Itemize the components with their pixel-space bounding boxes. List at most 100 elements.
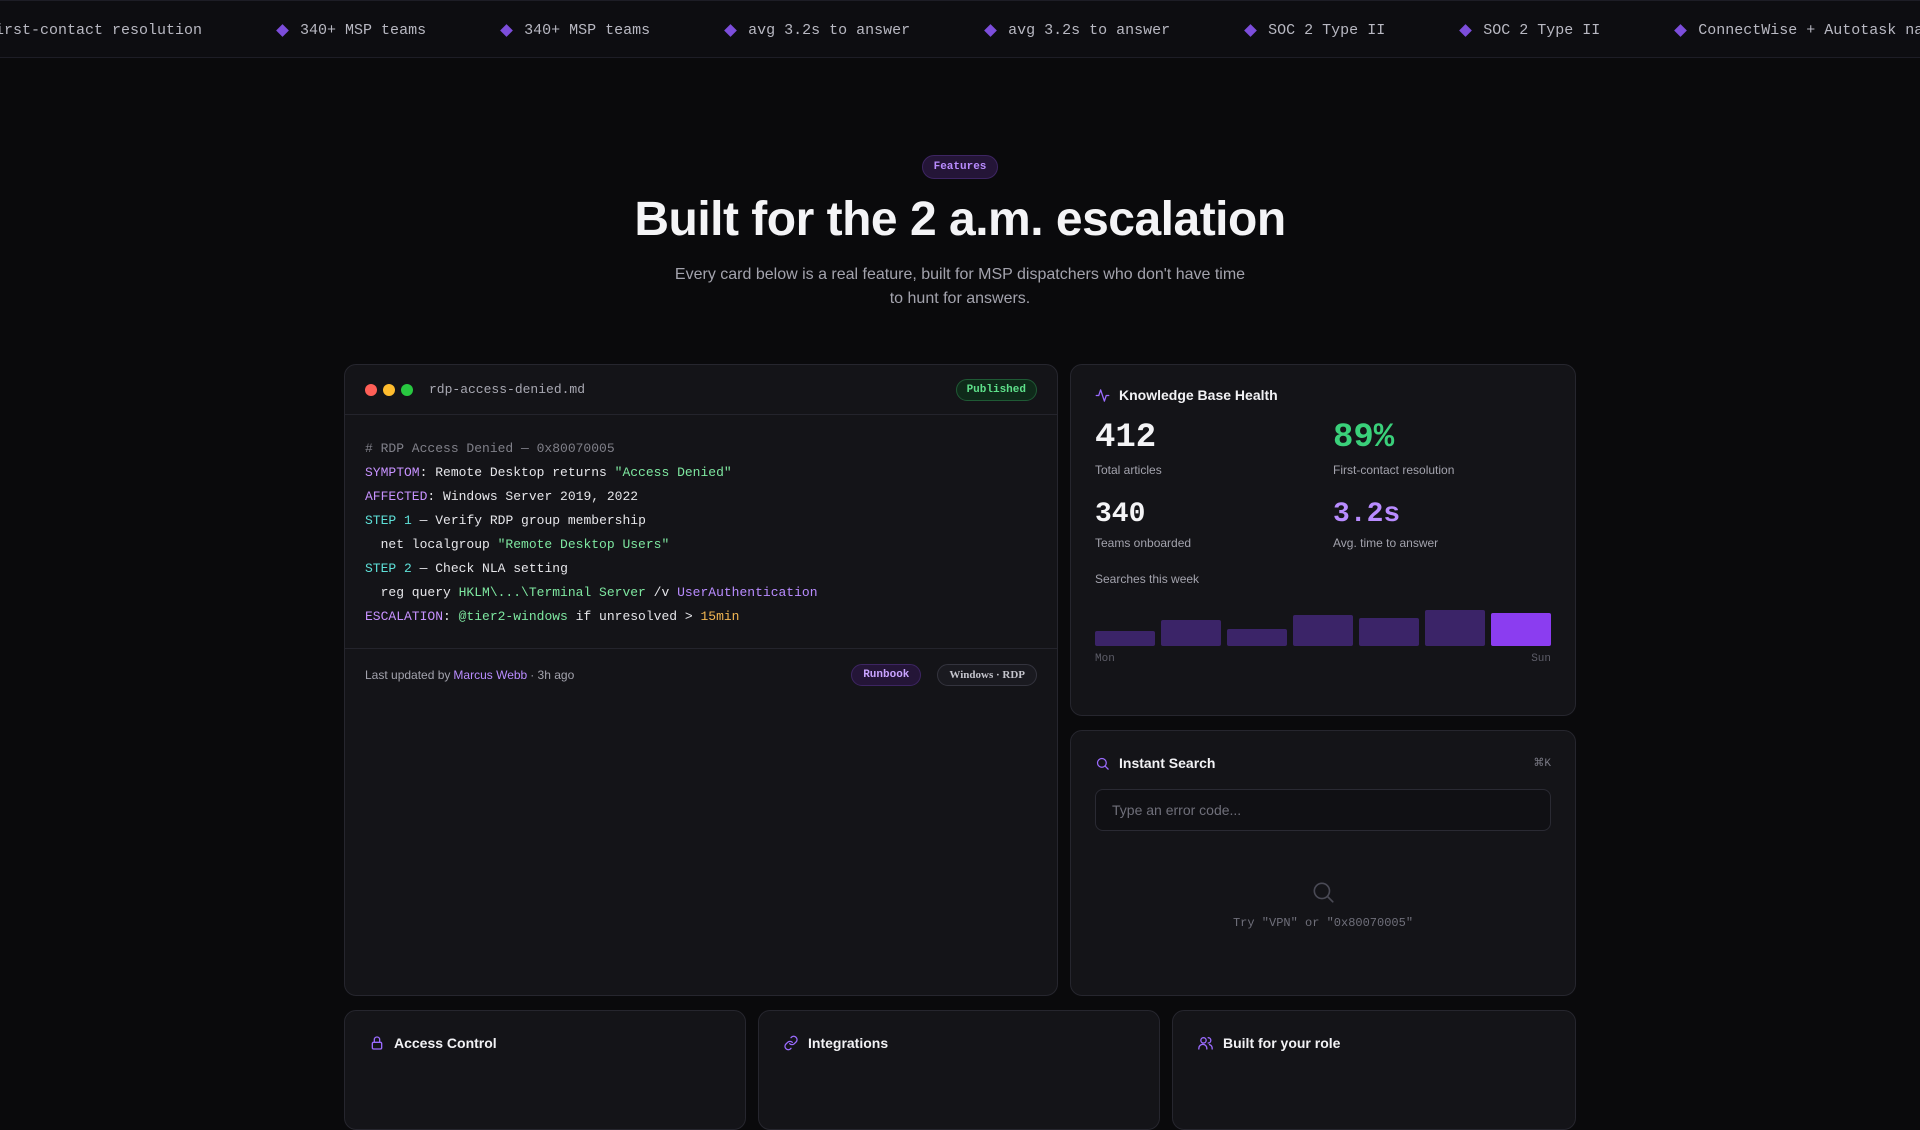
search-volume-bar	[1293, 615, 1353, 646]
code-line: ESCALATION: @tier2-windows if unresolved…	[365, 605, 1037, 629]
author-link[interactable]: Marcus Webb	[453, 668, 528, 682]
diamond-icon	[724, 23, 737, 37]
page-title: Built for the 2 a.m. escalation	[634, 193, 1286, 246]
error-code-search-input[interactable]	[1095, 789, 1551, 831]
diamond-icon	[276, 23, 289, 37]
editor-header: rdp-access-denied.md Published	[345, 365, 1057, 415]
code-number: 1	[404, 513, 412, 528]
features-badge: Features	[921, 155, 999, 179]
windows-rdp-tag[interactable]: Windows · RDP	[937, 664, 1037, 686]
code-keyword: STEP	[365, 561, 397, 576]
kb-health-card: Knowledge Base Health 412 Total articles…	[1070, 364, 1576, 716]
access-control-title: Access Control	[369, 1035, 721, 1051]
search-icon	[1313, 882, 1334, 903]
code-string: HKLM\...\Terminal Server	[458, 585, 646, 600]
runbook-tag[interactable]: Runbook	[851, 664, 922, 686]
code-keyword: ESCALATION	[365, 609, 444, 624]
ticker-item-label: ConnectWise + Autotask native	[1698, 21, 1920, 39]
role-card: Built for your role	[1172, 1010, 1576, 1130]
axis-start-label: Mon	[1095, 653, 1115, 665]
ticker-item-label: SOC 2 Type II	[1483, 21, 1601, 39]
search-volume-bar	[1095, 631, 1155, 646]
ticker-item-label: First-contact resolution	[0, 21, 203, 39]
code-string: @tier2-windows	[458, 609, 568, 624]
code-line: STEP 2 — Check NLA setting	[365, 557, 1037, 581]
keyboard-shortcut: ⌘K	[1533, 758, 1551, 770]
ticker-item: SOC 2 Type II	[1459, 21, 1601, 39]
diamond-icon	[1244, 23, 1258, 37]
code-keyword: SYMPTOM	[365, 465, 420, 480]
code-text: — Check NLA setting	[411, 561, 568, 576]
search-volume-bar	[1227, 629, 1287, 646]
searches-bar-chart	[1095, 602, 1551, 646]
search-volume-bar	[1425, 610, 1485, 646]
search-volume-bar	[1359, 618, 1419, 646]
kb-health-title: Knowledge Base Health	[1095, 387, 1551, 403]
access-control-title-text: Access Control	[394, 1035, 497, 1051]
kb-health-title-text: Knowledge Base Health	[1119, 387, 1278, 403]
code-line: # RDP Access Denied — 0x80070005	[365, 437, 1037, 461]
runbook-code-block: # RDP Access Denied — 0x80070005 SYMPTOM…	[345, 415, 1057, 649]
integrations-card: Integrations	[758, 1010, 1160, 1130]
role-title: Built for your role	[1197, 1035, 1551, 1051]
maximize-window-dot-icon[interactable]	[401, 383, 413, 396]
integrations-title-text: Integrations	[808, 1035, 889, 1051]
link-icon	[784, 1035, 798, 1051]
search-empty-state: Try "VPN" or "0x80070005"	[1095, 879, 1551, 930]
code-keyword: AFFECTED	[365, 489, 428, 504]
stat-value: 340	[1095, 499, 1146, 530]
code-line: net localgroup "Remote Desktop Users"	[365, 533, 1037, 557]
ticker-item: avg 3.2s to answer	[984, 21, 1171, 39]
stat-label: Total articles	[1095, 463, 1162, 477]
hero-section: Features Built for the 2 a.m. escalation…	[0, 155, 1920, 311]
code-highlight: UserAuthentication	[677, 585, 818, 600]
minimize-window-dot-icon[interactable]	[383, 383, 395, 396]
stat-teams-onboarded: 340 Teams onboarded	[1095, 499, 1333, 550]
last-updated-label: Last updated by	[365, 668, 451, 682]
bar-axis: Mon Sun	[1095, 653, 1551, 665]
ticker-item-label: SOC 2 Type II	[1268, 21, 1386, 39]
diamond-icon	[1674, 23, 1688, 37]
code-line: STEP 1 — Verify RDP group membership	[365, 509, 1037, 533]
instant-search-title-text: Instant Search	[1119, 755, 1216, 771]
ticker-item-label: 340+ MSP teams	[524, 21, 651, 39]
search-hint: Try "VPN" or "0x80070005"	[1232, 916, 1414, 930]
code-text: : Remote Desktop returns	[419, 465, 615, 480]
code-text: — Verify RDP group membership	[411, 513, 646, 528]
updated-time: · 3h ago	[530, 668, 575, 682]
stat-value: 3.2s	[1333, 499, 1401, 530]
search-volume-bar	[1491, 613, 1551, 646]
ticker-item: 340+ MSP teams	[500, 21, 651, 39]
editor-footer: Last updated by Marcus Webb · 3h ago Run…	[345, 649, 1057, 701]
stat-label: Avg. time to answer	[1333, 536, 1439, 550]
stat-label: First-contact resolution	[1333, 463, 1455, 477]
code-string: "Remote Desktop Users"	[497, 537, 670, 552]
searches-label: Searches this week	[1095, 572, 1200, 586]
stat-first-contact: 89% First-contact resolution	[1333, 419, 1571, 477]
lock-icon	[371, 1036, 383, 1050]
code-text: net localgroup	[365, 537, 498, 552]
search-volume-bar	[1161, 620, 1221, 646]
stat-total-articles: 412 Total articles	[1095, 419, 1333, 477]
code-text: reg query	[365, 585, 459, 600]
code-text: /v	[645, 585, 678, 600]
code-number: 15min	[700, 609, 740, 624]
search-icon	[1096, 757, 1109, 770]
code-number: 2	[404, 561, 412, 576]
code-keyword: STEP	[365, 513, 397, 528]
ticker-item-label: avg 3.2s to answer	[748, 21, 911, 39]
stat-avg-answer-time: 3.2s Avg. time to answer	[1333, 499, 1571, 550]
ticker-item-label: avg 3.2s to answer	[1008, 21, 1171, 39]
editor-filename: rdp-access-denied.md	[429, 382, 586, 397]
close-window-dot-icon[interactable]	[365, 383, 377, 396]
ticker-item-label: 340+ MSP teams	[300, 21, 427, 39]
kb-stats-grid: 412 Total articles 89% First-contact res…	[1095, 419, 1551, 550]
access-control-card: Access Control	[344, 1010, 746, 1130]
code-line: reg query HKLM\...\Terminal Server /v Us…	[365, 581, 1037, 605]
code-line: SYMPTOM: Remote Desktop returns "Access …	[365, 461, 1037, 485]
code-text: : Windows Server 2019, 2022	[427, 489, 639, 504]
diamond-icon	[984, 23, 998, 37]
instant-search-card: Instant Search ⌘K Try "VPN" or "0x800700…	[1070, 730, 1576, 996]
code-line: AFFECTED: Windows Server 2019, 2022	[365, 485, 1037, 509]
ticker-item: avg 3.2s to answer	[724, 21, 911, 39]
